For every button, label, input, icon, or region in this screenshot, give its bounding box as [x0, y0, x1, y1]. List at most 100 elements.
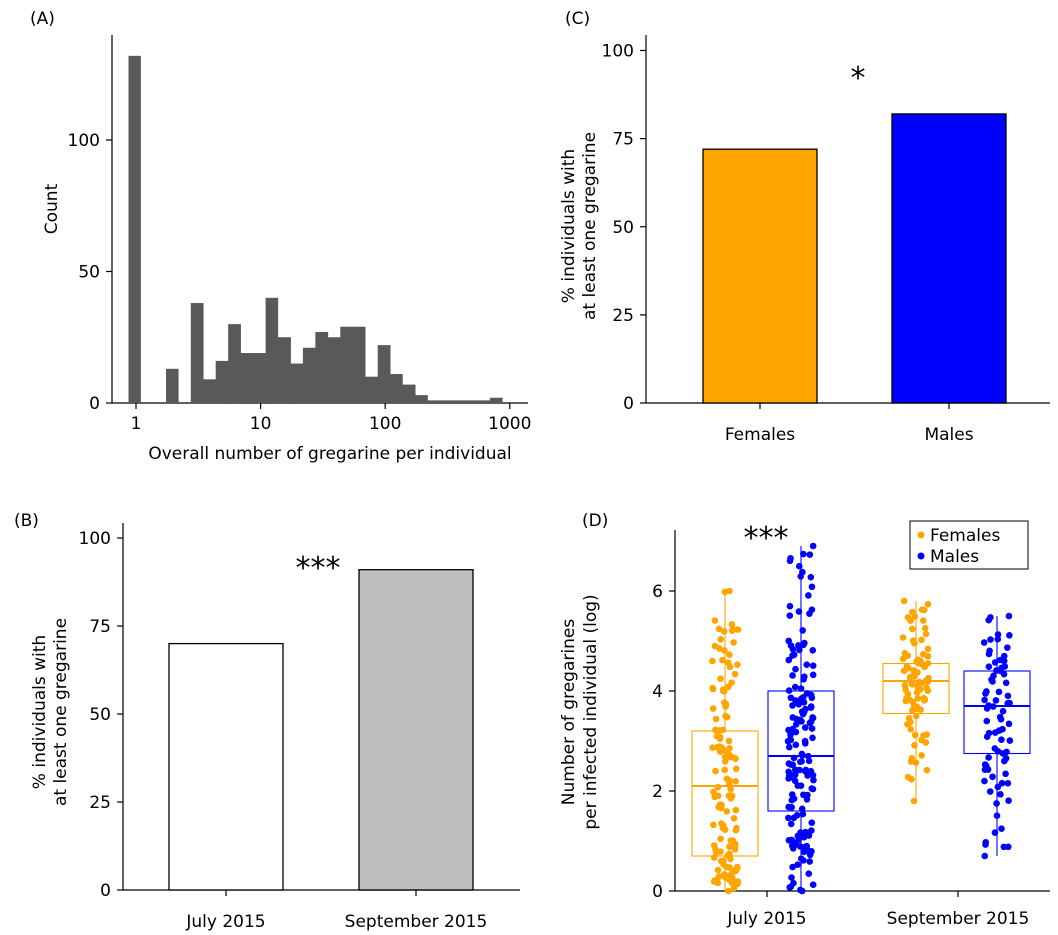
histogram-bar: [477, 400, 491, 403]
data-point: [798, 758, 805, 765]
data-point: [916, 678, 923, 686]
data-point: [1000, 657, 1008, 665]
y-tick-label: 0: [100, 881, 111, 901]
data-point: [788, 874, 795, 881]
histogram-bar: [352, 326, 366, 403]
data-point: [789, 702, 796, 709]
bar-september-2015: [358, 569, 474, 891]
panel-a-y-label: Count: [42, 183, 62, 234]
y-tick-label: 2: [652, 782, 663, 802]
data-point: [805, 870, 813, 878]
panel-a-bars: [128, 55, 503, 404]
data-point: [719, 822, 727, 829]
panel-b-categories: July 2015 September 2015: [185, 890, 487, 932]
data-point: [899, 634, 907, 641]
data-point: [998, 825, 1005, 832]
data-point: [786, 557, 794, 565]
data-point: [999, 707, 1007, 715]
category-label: September 2015: [887, 909, 1030, 929]
data-point: [1006, 631, 1013, 639]
data-point: [716, 645, 723, 652]
data-point: [922, 630, 930, 638]
data-point: [712, 715, 720, 723]
data-point: [918, 606, 926, 613]
data-point: [808, 583, 816, 591]
x-tick-label: 100: [369, 414, 401, 434]
data-point: [923, 731, 930, 738]
data-point: [803, 842, 811, 850]
y-tick-label: 100: [79, 529, 111, 549]
data-point: [800, 848, 808, 856]
data-point: [989, 678, 996, 685]
data-point: [788, 836, 796, 844]
data-point: [805, 757, 813, 765]
histogram-bar: [340, 326, 354, 403]
data-point: [986, 788, 994, 795]
data-point: [734, 863, 741, 871]
data-point: [807, 704, 815, 711]
data-point: [905, 665, 912, 672]
data-point: [801, 673, 808, 681]
panel-a-x-label: Overall number of gregarine per individu…: [148, 444, 511, 464]
data-point: [722, 703, 729, 710]
histogram-bar: [315, 331, 329, 403]
data-point: [719, 745, 726, 752]
data-point: [904, 652, 912, 659]
data-point: [788, 803, 795, 811]
data-point: [799, 568, 806, 576]
legend-males-marker: [917, 552, 925, 560]
data-point: [1004, 692, 1012, 700]
data-point: [1001, 663, 1009, 670]
data-point: [793, 715, 800, 723]
data-point: [990, 672, 997, 680]
data-point: [805, 592, 812, 599]
data-point: [791, 683, 799, 691]
data-point: [713, 879, 721, 886]
histogram-bar: [489, 397, 503, 403]
data-point: [730, 884, 738, 892]
data-point: [730, 815, 738, 822]
data-point: [711, 617, 719, 624]
data-point: [981, 852, 989, 860]
y-tick-label: 75: [612, 130, 634, 150]
histogram-bar: [327, 337, 341, 403]
histogram-bar: [415, 395, 428, 403]
data-point: [809, 542, 817, 550]
panel-d-y-label-line1: Number of gregarines: [559, 619, 579, 806]
data-point: [908, 625, 916, 633]
data-point: [795, 562, 803, 570]
panel-a: (A) 0 50 100 1 10 100 1000 Overall number of …: [30, 9, 531, 464]
data-point: [1004, 644, 1011, 651]
data-point: [1000, 652, 1008, 660]
data-point: [723, 775, 731, 783]
x-tick-label: 1: [131, 414, 142, 434]
histogram-bar: [377, 345, 391, 403]
data-point: [787, 642, 795, 649]
data-point: [788, 842, 796, 850]
data-point: [721, 766, 728, 774]
data-point: [712, 849, 720, 856]
data-point: [709, 657, 716, 665]
panel-a-y-ticks: 0 50 100: [68, 131, 112, 414]
box: [882, 662, 950, 715]
data-point: [1005, 797, 1012, 805]
data-point: [808, 725, 816, 732]
data-point: [796, 646, 803, 654]
data-point: [709, 705, 717, 712]
y-tick-label: 25: [612, 306, 634, 326]
data-point: [800, 550, 807, 558]
panel-b-y-ticks: 0 25 50 75 100: [79, 529, 123, 901]
data-point: [785, 760, 793, 767]
data-point: [981, 696, 988, 704]
data-point: [995, 688, 1003, 696]
data-point: [785, 656, 793, 664]
y-tick-label: 100: [602, 42, 634, 62]
histogram-bar: [402, 384, 416, 403]
category-label: July 2015: [185, 912, 265, 932]
y-tick-label: 0: [89, 394, 100, 414]
data-point: [905, 714, 913, 722]
y-tick-label: 50: [612, 218, 634, 238]
data-point: [792, 741, 800, 749]
data-point: [726, 850, 733, 858]
histogram-bar: [290, 363, 304, 403]
